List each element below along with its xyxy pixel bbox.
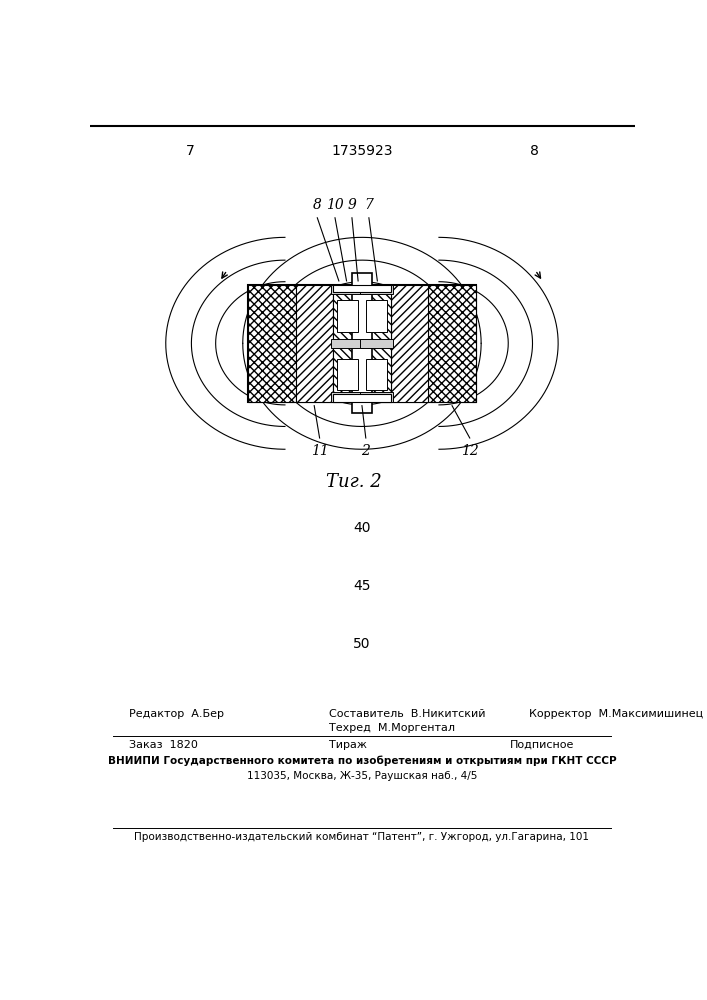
Text: 7: 7 (364, 198, 373, 212)
Bar (333, 394, 391, 402)
Bar (248, 285, 296, 402)
Bar (361, 339, 393, 348)
Text: Заказ  1820: Заказ 1820 (129, 740, 197, 750)
Text: Техред  М.Моргентал: Техред М.Моргентал (329, 723, 455, 733)
Bar (362, 285, 391, 402)
Text: 1735923: 1735923 (331, 144, 392, 158)
Bar (333, 285, 362, 402)
Bar (331, 285, 363, 294)
Text: 8: 8 (530, 144, 539, 158)
Text: Редактор  А.Бер: Редактор А.Бер (129, 709, 223, 719)
Text: 40: 40 (354, 521, 370, 535)
Bar (248, 285, 476, 402)
Bar (337, 359, 358, 390)
Text: Подписное: Подписное (510, 740, 574, 750)
Text: 8: 8 (313, 198, 322, 212)
Text: 11: 11 (311, 444, 329, 458)
Bar (331, 339, 363, 348)
Bar (361, 392, 393, 402)
Text: 50: 50 (354, 637, 370, 651)
Bar (333, 285, 391, 292)
Text: 113035, Москва, Ж-35, Раушская наб., 4/5: 113035, Москва, Ж-35, Раушская наб., 4/5 (247, 771, 477, 781)
Text: 10: 10 (326, 198, 344, 212)
Bar (361, 285, 393, 294)
Text: Τиг. 2: Τиг. 2 (327, 473, 382, 491)
Bar (428, 285, 476, 402)
Text: Составитель  В.Никитский: Составитель В.Никитский (329, 709, 485, 719)
Text: 12: 12 (461, 444, 479, 458)
Bar (352, 273, 372, 413)
Text: Производственно-издательский комбинат “Патент”, г. Ужгород, ул.Гагарина, 101: Производственно-издательский комбинат “П… (134, 832, 590, 842)
Text: 9: 9 (348, 198, 356, 212)
Bar (366, 359, 387, 390)
Bar (366, 300, 387, 332)
Text: ВНИИПИ Государственного комитета по изобретениям и открытиям при ГКНТ СССР: ВНИИПИ Государственного комитета по изоб… (107, 755, 617, 766)
Text: Тираж: Тираж (329, 740, 367, 750)
Text: 45: 45 (354, 579, 370, 593)
Bar (331, 392, 363, 402)
Text: 2: 2 (361, 444, 370, 458)
Text: Корректор  М.Максимишинец: Корректор М.Максимишинец (529, 709, 703, 719)
Text: 7: 7 (186, 144, 194, 158)
Bar (337, 300, 358, 332)
Bar (391, 285, 428, 402)
Bar (296, 285, 333, 402)
